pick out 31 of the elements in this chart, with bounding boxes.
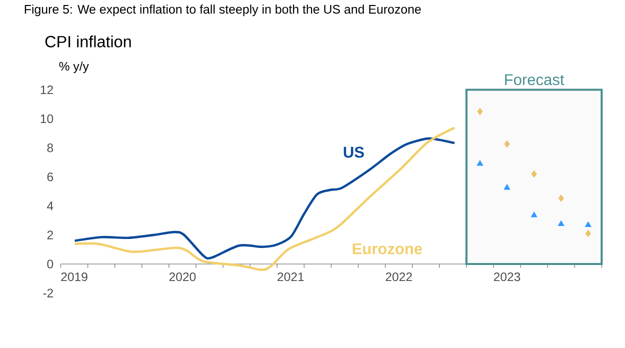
x-tick-label: 2022 — [386, 272, 412, 282]
y-axis-title: % y/y — [59, 62, 89, 74]
y-tick-label: 0 — [47, 260, 54, 269]
x-tick-label: 2020 — [169, 272, 196, 282]
line-series — [74, 126, 456, 272]
point — [558, 220, 564, 226]
y-tick-label: 4 — [47, 202, 54, 210]
point — [584, 222, 592, 228]
point — [585, 230, 591, 238]
chart-subtitle: CPI inflation — [45, 36, 131, 48]
series-label: Eurozone — [352, 244, 422, 254]
y-tick-label: 10 — [40, 114, 54, 124]
line-series — [74, 138, 456, 260]
point — [558, 194, 564, 202]
y-tick-label: 2 — [47, 230, 53, 240]
point — [504, 184, 510, 190]
point — [504, 140, 510, 148]
chart-title: Figure 5: We expect inflation to fall steeply in both the US and Eurozone — [24, 4, 421, 16]
y-tick-label: 8 — [47, 144, 54, 152]
point — [476, 160, 484, 166]
x-tick-label: 2019 — [61, 272, 88, 282]
x-tick-label: 2021 — [278, 272, 304, 282]
band-label: Forecast — [505, 74, 564, 86]
x-tick-label: 2023 — [494, 272, 520, 282]
series-label: US — [344, 146, 364, 158]
point — [530, 212, 538, 218]
point — [477, 108, 483, 116]
y-tick-label: -2 — [43, 288, 53, 298]
y-tick-label: 12 — [40, 86, 53, 94]
point — [531, 170, 537, 178]
y-tick-label: 6 — [47, 172, 54, 182]
